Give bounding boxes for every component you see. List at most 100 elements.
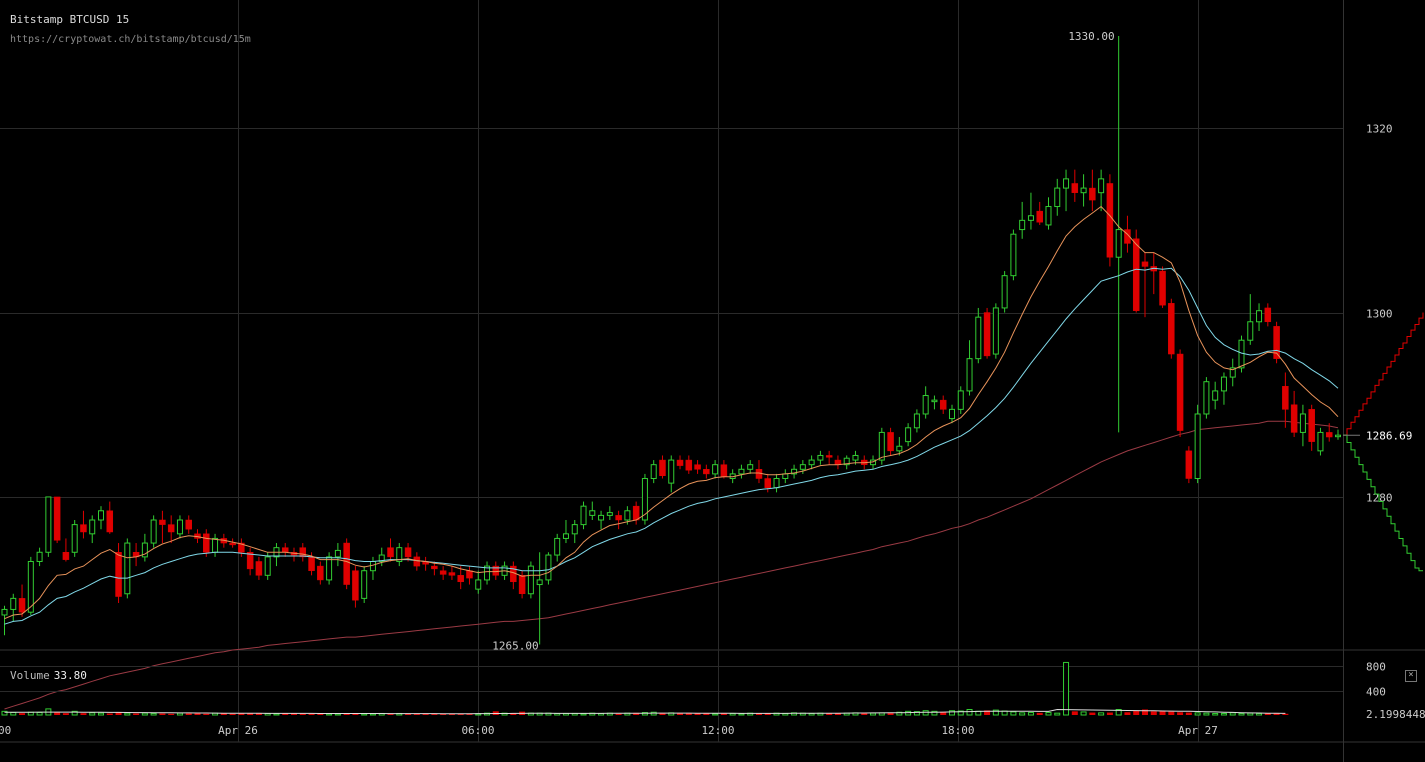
volume-bar-up (992, 709, 999, 716)
candle-down (448, 566, 456, 580)
candle-down (1168, 298, 1175, 359)
volume-bar-up (98, 712, 105, 716)
candle-body (124, 542, 131, 595)
candle-down (1325, 423, 1333, 442)
candle-down (887, 427, 894, 456)
candle-up (1299, 404, 1306, 447)
candle-body (615, 515, 622, 521)
candle-down (132, 543, 140, 567)
candle-body (518, 575, 526, 595)
volume-bar-down (887, 712, 894, 715)
volume-bar-down (1264, 713, 1271, 715)
candle-body (966, 358, 973, 392)
candle-up (1001, 271, 1008, 313)
candle-body (264, 556, 271, 576)
candle-down (659, 455, 666, 479)
candle-body (1335, 434, 1341, 438)
volume-tick-label: 400 (1366, 686, 1386, 699)
candle-body (983, 312, 991, 357)
candle-body (255, 561, 263, 576)
candle-up (98, 506, 105, 530)
candle-down (167, 515, 175, 544)
candle-down (317, 561, 324, 585)
volume-bar-down (755, 713, 762, 715)
candle-down (615, 510, 622, 530)
candle-up (212, 533, 219, 557)
volume-bar-down (457, 713, 464, 715)
candle-body (1019, 219, 1026, 231)
candle-up (782, 469, 789, 484)
candle-body (1001, 275, 1008, 309)
volume-bar-down (19, 713, 26, 715)
volume-bar-up (948, 710, 955, 716)
candle-up (1317, 427, 1324, 456)
candle-up (1115, 35, 1122, 433)
candle-up (598, 510, 605, 530)
candle-up (896, 437, 903, 456)
volume-bar-down (1089, 712, 1096, 715)
candle-body (457, 575, 464, 583)
volume-bar-down (1273, 713, 1280, 715)
candle-body (80, 524, 87, 533)
time-tick-label: Apr 26 (218, 724, 258, 737)
volume-bar-down (694, 713, 701, 715)
volume-bar-down (510, 713, 517, 715)
candle-down (518, 570, 526, 599)
candle-body (1027, 215, 1034, 221)
volume-bar-up (1, 710, 8, 716)
candle-down (825, 450, 833, 465)
candle-body (150, 519, 157, 544)
candle-body (641, 478, 648, 521)
candle-up (45, 496, 52, 557)
candle-up (808, 455, 815, 470)
candle-up (545, 552, 552, 585)
candle-up (712, 460, 719, 479)
volume-bar-down (1185, 712, 1192, 715)
candle-down (466, 566, 473, 585)
volume-bar-down (466, 713, 473, 715)
candle-body (308, 556, 315, 571)
candle-body (18, 598, 26, 613)
candle-body (1115, 229, 1122, 258)
volume-bar-down (115, 712, 122, 715)
candle-body (176, 519, 183, 535)
candle-down (115, 543, 122, 603)
candle-body (281, 547, 289, 553)
candle-down (159, 510, 166, 544)
volume-bar-down (422, 713, 429, 715)
volume-bar-up (1247, 712, 1254, 716)
candle-up (1027, 192, 1034, 230)
candle-down (413, 552, 421, 571)
candle-up (264, 552, 271, 580)
candle-body (1220, 376, 1227, 392)
candle-up (966, 340, 973, 396)
volume-bar-down (229, 713, 236, 715)
candle-up (571, 520, 578, 544)
candle-down (18, 584, 26, 617)
volume-bar-down (764, 713, 771, 715)
candle-body (817, 454, 824, 461)
candle-up (992, 303, 999, 359)
candle-body (1080, 187, 1087, 194)
volume-bar-up (1054, 712, 1061, 716)
volume-bar-down (984, 710, 991, 715)
candle-up (878, 427, 885, 465)
volume-bar-up (1080, 711, 1087, 716)
candle-body (554, 537, 561, 556)
close-volume-panel-button[interactable]: × (1405, 670, 1417, 682)
volume-bar-down (159, 713, 166, 715)
candle-down (343, 538, 350, 590)
candle-body (948, 408, 955, 420)
candle-body (1045, 206, 1052, 226)
candle-body (36, 551, 43, 562)
candle-up (1063, 169, 1070, 212)
volume-bar-down (291, 713, 298, 715)
volume-bar-down (1282, 713, 1289, 715)
candle-up (1256, 303, 1263, 331)
candle-up (475, 570, 482, 594)
candle-body (624, 510, 631, 521)
low-marker-label: 1265.00 (492, 639, 538, 652)
volume-bar-down (317, 713, 324, 715)
chart-url[interactable]: https://cryptowat.ch/bitstamp/btcusd/15m (10, 34, 251, 45)
